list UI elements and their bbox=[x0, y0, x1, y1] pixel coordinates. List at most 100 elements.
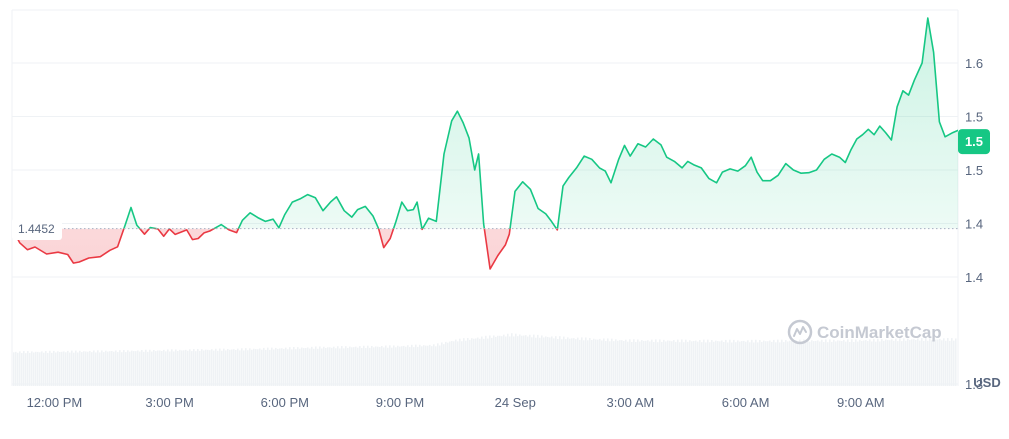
volume-bar bbox=[915, 340, 917, 386]
volume-bar bbox=[835, 341, 837, 386]
volume-bar bbox=[763, 340, 765, 386]
volume-bar bbox=[225, 350, 227, 386]
volume-bar bbox=[233, 349, 235, 386]
volume-bar bbox=[155, 351, 157, 386]
volume-bar bbox=[185, 349, 187, 386]
volume-bar bbox=[179, 349, 181, 386]
volume-bar bbox=[121, 352, 123, 386]
volume-bar bbox=[759, 340, 761, 386]
volume-bar bbox=[591, 340, 593, 386]
volume-bar bbox=[845, 341, 847, 386]
volume-bar bbox=[771, 341, 773, 386]
volume-bar bbox=[415, 344, 417, 386]
volume-bar bbox=[743, 340, 745, 386]
volume-bar bbox=[873, 338, 875, 386]
volume-bar bbox=[91, 352, 93, 386]
volume-bar bbox=[823, 342, 825, 386]
volume-bar bbox=[161, 350, 163, 386]
volume-bar bbox=[489, 335, 491, 386]
volume-bar bbox=[291, 349, 293, 386]
volume-bar bbox=[55, 352, 57, 386]
volume-bar bbox=[629, 339, 631, 386]
volume-bar bbox=[87, 351, 89, 386]
volume-bar bbox=[35, 351, 37, 386]
volume-bar bbox=[115, 350, 117, 386]
volume-bar bbox=[61, 351, 63, 386]
volume-bar bbox=[441, 342, 443, 386]
volume-bar bbox=[723, 342, 725, 386]
volume-bar bbox=[923, 340, 925, 386]
volume-bar bbox=[321, 348, 323, 386]
volume-bar bbox=[33, 352, 35, 386]
volume-bar bbox=[895, 338, 897, 386]
volume-bar bbox=[209, 350, 211, 386]
volume-bar bbox=[683, 342, 685, 386]
x-tick-label: 6:00 PM bbox=[261, 395, 309, 410]
volume-bar bbox=[85, 351, 87, 386]
volume-bar bbox=[731, 342, 733, 386]
volume-bar bbox=[897, 341, 899, 386]
volume-bar bbox=[381, 346, 383, 386]
volume-bar bbox=[387, 347, 389, 386]
volume-bar bbox=[303, 348, 305, 386]
volume-bar bbox=[221, 350, 223, 386]
volume-bar bbox=[279, 348, 281, 386]
volume-bar bbox=[357, 347, 359, 386]
volume-bar bbox=[295, 349, 297, 386]
volume-bar bbox=[69, 352, 71, 386]
volume-bar bbox=[197, 348, 199, 386]
volume-bar bbox=[417, 346, 419, 386]
volume-bar bbox=[361, 348, 363, 386]
volume-bar bbox=[869, 339, 871, 386]
volume-bar bbox=[899, 338, 901, 386]
volume-bar bbox=[195, 351, 197, 386]
volume-bar bbox=[943, 338, 945, 386]
volume-bar bbox=[861, 340, 863, 386]
volume-bar bbox=[147, 351, 149, 386]
volume-bar bbox=[793, 341, 795, 386]
volume-bar bbox=[123, 350, 125, 386]
volume-bar bbox=[931, 340, 933, 386]
volume-bar bbox=[595, 339, 597, 386]
volume-bar bbox=[325, 347, 327, 386]
volume-bar bbox=[661, 341, 663, 386]
volume-bar bbox=[745, 341, 747, 386]
volume-bar bbox=[751, 339, 753, 386]
volume-bar bbox=[549, 337, 551, 386]
volume-bar bbox=[567, 337, 569, 386]
volume-bar bbox=[889, 340, 891, 386]
volume-bar bbox=[59, 352, 61, 386]
volume-bar bbox=[289, 347, 291, 386]
volume-bar bbox=[645, 340, 647, 386]
volume-bar bbox=[801, 342, 803, 386]
volume-bar bbox=[205, 349, 207, 386]
volume-bar bbox=[165, 351, 167, 386]
volume-bar bbox=[689, 340, 691, 386]
volume-bar bbox=[919, 340, 921, 386]
volume-bar bbox=[203, 350, 205, 386]
volume-bar bbox=[837, 340, 839, 386]
volume-bar bbox=[937, 339, 939, 386]
volume-bar bbox=[797, 341, 799, 386]
x-tick-label: 3:00 PM bbox=[145, 395, 193, 410]
x-tick-label: 6:00 AM bbox=[722, 395, 770, 410]
volume-bar bbox=[255, 349, 257, 386]
volume-bar bbox=[259, 348, 261, 386]
volume-bar bbox=[639, 341, 641, 386]
volume-bar bbox=[781, 339, 783, 386]
volume-bar bbox=[761, 341, 763, 386]
watermark: CoinMarketCap bbox=[787, 319, 942, 345]
volume-bar bbox=[655, 339, 657, 386]
volume-bar bbox=[149, 349, 151, 386]
volume-bar bbox=[457, 341, 459, 386]
volume-bar bbox=[713, 341, 715, 386]
volume-bar bbox=[103, 352, 105, 386]
volume-bar bbox=[363, 345, 365, 386]
volume-bar bbox=[505, 336, 507, 386]
volume-bar bbox=[679, 342, 681, 386]
volume-bar bbox=[633, 339, 635, 386]
volume-bar bbox=[249, 348, 251, 386]
volume-bar bbox=[641, 340, 643, 386]
volume-bar bbox=[83, 351, 85, 386]
volume-bar bbox=[137, 350, 139, 386]
